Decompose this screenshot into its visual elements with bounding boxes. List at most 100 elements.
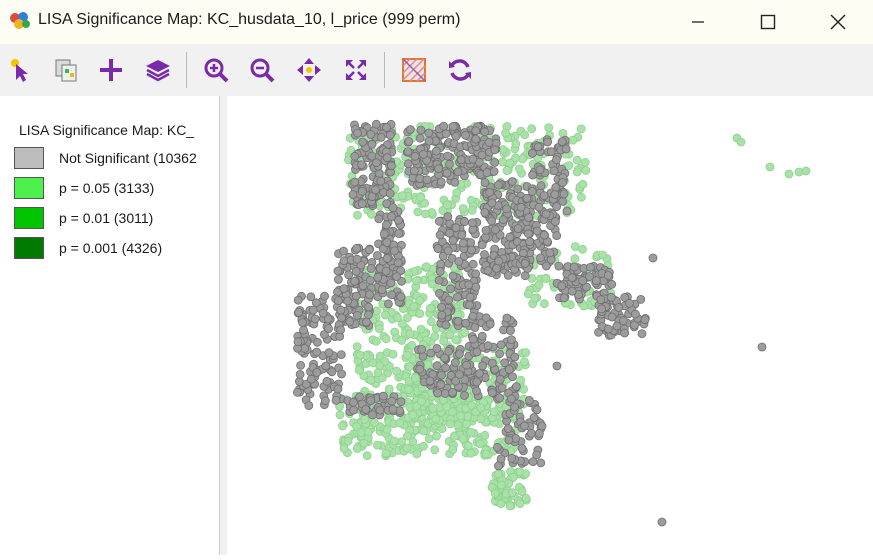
map-point [393, 313, 403, 323]
map-point [535, 165, 545, 175]
map-point [324, 348, 334, 358]
map-point [444, 346, 454, 356]
map-point [392, 272, 402, 282]
zoom-out-button[interactable] [246, 54, 278, 86]
close-button[interactable] [803, 0, 873, 44]
legend-item-p-005[interactable]: p = 0.05 (3133) [14, 177, 219, 201]
map-point [441, 363, 451, 373]
map-point [505, 158, 515, 168]
map-point [367, 139, 377, 149]
map-point [584, 272, 594, 282]
map-point [529, 413, 539, 422]
map-point [481, 313, 491, 323]
map-point [381, 448, 391, 458]
map-point [541, 209, 551, 219]
legend-item-not-significant[interactable]: Not Significant (10362 [14, 147, 219, 171]
map-point [339, 246, 348, 256]
legend-item-p-0001[interactable]: p = 0.001 (4326) [14, 237, 219, 261]
legend-title: LISA Significance Map: KC_ [19, 122, 195, 138]
map-point [468, 154, 478, 164]
map-point [436, 177, 446, 187]
map-point [527, 148, 537, 158]
map-point [424, 136, 434, 146]
add-layer-button[interactable] [95, 54, 127, 86]
map-point [371, 336, 381, 346]
layers-button[interactable] [142, 54, 174, 86]
map-canvas[interactable] [227, 96, 873, 555]
map-point [472, 377, 482, 387]
map-point [308, 305, 318, 315]
map-point [579, 301, 589, 311]
refresh-button[interactable] [444, 54, 476, 86]
map-point [784, 169, 794, 179]
map-point [462, 360, 471, 370]
map-point [614, 303, 624, 312]
map-point [534, 280, 544, 290]
map-point [339, 284, 349, 294]
map-point [576, 124, 586, 134]
full-extent-button[interactable] [340, 54, 372, 86]
map-point [570, 254, 580, 264]
map-theme-button[interactable] [398, 54, 430, 86]
legend-label: p = 0.05 (3133) [59, 180, 155, 196]
map-point [339, 443, 349, 453]
map-point [490, 225, 500, 235]
map-point [293, 387, 302, 397]
minimize-button[interactable] [663, 0, 733, 44]
map-point [464, 280, 474, 290]
map-point [352, 444, 362, 453]
map-point [422, 175, 432, 185]
map-point [485, 188, 495, 197]
map-point [494, 461, 503, 471]
map-point [487, 216, 497, 226]
pan-button[interactable] [293, 54, 325, 86]
point-map [293, 119, 811, 527]
map-point [441, 129, 451, 139]
map-point [559, 293, 569, 303]
map-point [460, 375, 470, 385]
map-point [395, 418, 405, 428]
map-point [382, 238, 392, 247]
map-point [415, 296, 425, 305]
legend-swatch [14, 177, 44, 199]
map-point [448, 445, 458, 455]
zoom-out-icon [250, 58, 275, 83]
map-point [572, 167, 582, 177]
map-point [336, 325, 345, 335]
map-point [539, 191, 549, 200]
map-point [402, 431, 412, 441]
map-point [403, 147, 413, 156]
map-point [474, 369, 484, 378]
panel-splitter[interactable] [220, 96, 227, 555]
map-point [386, 278, 396, 288]
map-point [443, 151, 453, 161]
map-point [490, 158, 500, 167]
map-point [426, 348, 436, 358]
map-point [478, 361, 488, 371]
map-point [494, 256, 504, 266]
map-point [620, 328, 630, 338]
map-point [376, 176, 386, 186]
map-point [554, 261, 564, 271]
maximize-button[interactable] [733, 0, 803, 44]
select-tool-button[interactable] [4, 54, 36, 86]
copy-map-button[interactable] [50, 54, 82, 86]
map-point [449, 431, 459, 441]
map-point [526, 428, 536, 438]
map-point [477, 240, 487, 250]
map-point [382, 123, 391, 132]
map-point [396, 397, 406, 407]
map-point [523, 229, 533, 239]
map-point [510, 352, 520, 362]
map-point [637, 329, 647, 339]
zoom-in-button[interactable] [200, 54, 232, 86]
map-point [516, 375, 526, 385]
map-point [388, 404, 398, 414]
legend-swatch [14, 237, 44, 259]
map-point [396, 292, 406, 302]
zoom-in-icon [204, 58, 229, 83]
map-point [550, 217, 560, 226]
map-point [321, 361, 331, 371]
map-point [425, 376, 435, 386]
legend-item-p-001[interactable]: p = 0.01 (3011) [14, 207, 219, 231]
